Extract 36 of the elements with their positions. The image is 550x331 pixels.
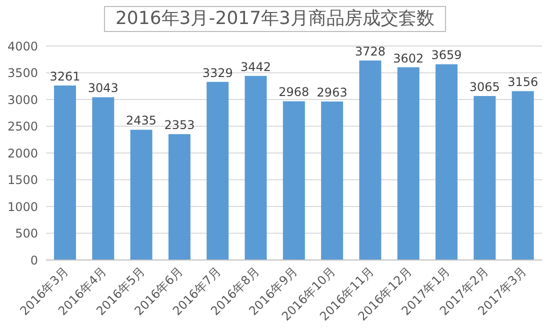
chart-title: 2016年3月-2017年3月商品房成交套数 [104,6,446,32]
bar [244,76,267,260]
y-tick-label: 1500 [7,173,38,188]
bar [474,96,496,260]
bar [92,97,114,260]
y-tick-label: 1000 [7,200,38,214]
data-label: 3329 [202,66,233,80]
bar [282,101,305,260]
data-label: 3659 [431,48,462,62]
y-tick-label: 2000 [7,146,38,160]
bar [168,134,190,260]
bar [206,82,229,260]
bar [54,86,76,260]
data-label: 3261 [50,70,80,84]
data-label: 2963 [316,85,348,100]
bar [130,130,152,260]
data-label: 3602 [393,51,424,66]
y-tick-label: 4000 [7,39,38,54]
data-label: 3043 [88,81,118,96]
bar [321,101,344,260]
data-label: 2968 [278,85,310,100]
y-tick-label: 0 [30,253,38,268]
data-label: 2353 [164,118,195,132]
bar [397,67,420,260]
data-label: 3728 [354,44,386,59]
y-tick-label: 3500 [7,66,38,80]
data-label: 3156 [508,75,538,90]
y-tick-label: 2500 [7,120,38,134]
data-label: 2435 [126,114,157,128]
data-label: 3065 [469,80,500,94]
y-tick-label: 3000 [7,92,38,107]
data-label: 3442 [240,60,272,74]
bar [436,64,458,260]
bar [512,91,534,260]
y-tick-label: 500 [15,226,38,241]
bar [359,60,382,260]
